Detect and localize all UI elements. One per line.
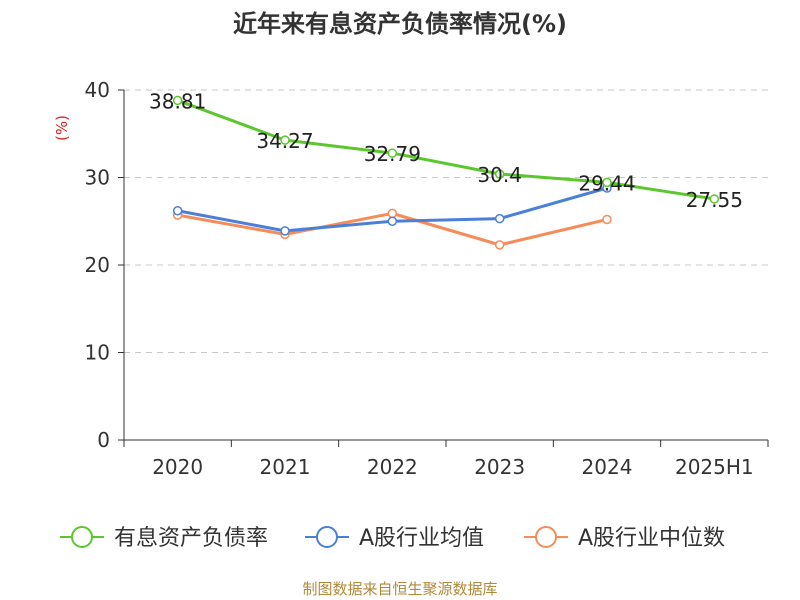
- point-debt-2020: [172, 95, 183, 106]
- legend-label-avg: A股行业均值: [359, 526, 484, 551]
- legend-label-median: A股行业中位数: [578, 526, 725, 551]
- point-debt-2021: [280, 135, 290, 145]
- chart-title: 近年来有息资产负债率情况(%): [233, 10, 567, 38]
- x-tick-label-2024: 2024: [582, 455, 633, 479]
- point-debt-2025H1: [709, 194, 720, 204]
- data-label-2024: 29.44: [578, 171, 635, 195]
- point-median-2024: [602, 214, 612, 225]
- legend-label-debt: 有息资产负债率: [114, 526, 268, 551]
- y-tick-label-40: 40: [85, 78, 110, 102]
- source-footer: 制图数据来自恒生聚源数据库: [302, 580, 498, 598]
- data-label-2022: 32.79: [364, 142, 421, 166]
- x-tick-label-2025H1: 2025H1: [675, 455, 754, 479]
- point-debt-2024: [602, 177, 612, 188]
- data-label-2020: 38.81: [149, 89, 206, 113]
- data-label-2023: 30.4: [477, 163, 522, 187]
- point-avg-2023: [494, 213, 505, 224]
- data-label-2021: 34.27: [256, 129, 313, 153]
- x-tick-label-2022: 2022: [367, 455, 418, 479]
- point-avg-2021: [280, 226, 290, 236]
- point-avg-2020: [172, 206, 183, 216]
- legend-marker-avg: [316, 526, 338, 548]
- series-line-debt: [177, 99, 715, 201]
- legend-marker-median: [535, 526, 557, 548]
- data-label-2025H1: 27.55: [686, 188, 743, 212]
- x-tick-label-2021: 2021: [260, 455, 311, 479]
- x-tick-label-2020: 2020: [152, 455, 203, 479]
- point-avg-2022: [387, 216, 398, 226]
- y-tick-label-10: 10: [85, 341, 110, 365]
- y-axis-unit-label: (%): [53, 115, 71, 141]
- legend-marker-debt: [71, 526, 93, 548]
- point-median-2023: [494, 240, 505, 250]
- y-tick-label-20: 20: [85, 253, 110, 277]
- x-tick-label-2023: 2023: [474, 455, 525, 479]
- point-debt-2022: [387, 148, 398, 158]
- y-tick-label-0: 0: [97, 428, 110, 452]
- y-tick-label-30: 30: [85, 166, 110, 190]
- point-debt-2023: [494, 169, 505, 179]
- point-median-2022: [387, 208, 398, 219]
